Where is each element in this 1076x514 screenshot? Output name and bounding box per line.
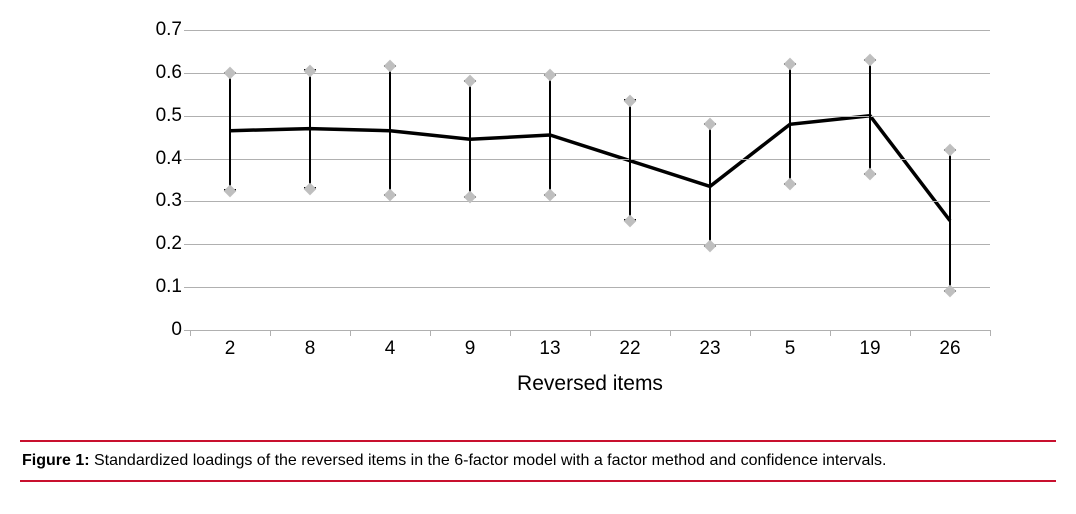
y-tick-label: 0.2 [156, 233, 182, 255]
error-bar [469, 81, 471, 197]
x-tick-mark [910, 330, 911, 336]
x-tick-mark [590, 330, 591, 336]
x-tick-label: 9 [465, 338, 476, 360]
figure-container: 00.10.20.30.40.50.60.7284913222351926 Re… [20, 20, 1056, 482]
y-tick-label: 0.1 [156, 276, 182, 298]
grid-line [190, 244, 990, 245]
x-tick-mark [750, 330, 751, 336]
error-bar [949, 150, 951, 291]
x-tick-label: 8 [305, 338, 316, 360]
grid-line [190, 287, 990, 288]
x-tick-mark [430, 330, 431, 336]
error-bar [629, 101, 631, 221]
x-tick-label: 22 [619, 338, 640, 360]
chart-area: 00.10.20.30.40.50.60.7284913222351926 Re… [120, 20, 1020, 400]
y-tick-label: 0.3 [156, 190, 182, 212]
y-tick-mark [184, 244, 190, 245]
y-tick-mark [184, 116, 190, 117]
x-tick-label: 26 [939, 338, 960, 360]
x-tick-label: 4 [385, 338, 396, 360]
x-tick-mark [350, 330, 351, 336]
grid-line [190, 30, 990, 31]
y-tick-mark [184, 287, 190, 288]
x-tick-mark [670, 330, 671, 336]
x-axis-title: Reversed items [517, 372, 663, 396]
error-bar [229, 73, 231, 191]
y-tick-label: 0.5 [156, 105, 182, 127]
x-tick-label: 23 [699, 338, 720, 360]
x-tick-mark [510, 330, 511, 336]
x-tick-label: 19 [859, 338, 880, 360]
y-tick-label: 0.4 [156, 148, 182, 170]
error-bar [309, 71, 311, 189]
error-bar [389, 66, 391, 195]
y-tick-mark [184, 30, 190, 31]
grid-line [190, 201, 990, 202]
y-tick-mark [184, 159, 190, 160]
error-bar [709, 124, 711, 246]
x-tick-label: 13 [539, 338, 560, 360]
x-tick-label: 2 [225, 338, 236, 360]
x-tick-mark [990, 330, 991, 336]
caption-body: Standardized loadings of the reversed it… [90, 452, 887, 469]
y-tick-label: 0.6 [156, 62, 182, 84]
x-tick-label: 5 [785, 338, 796, 360]
x-tick-mark [830, 330, 831, 336]
y-tick-label: 0 [171, 319, 182, 341]
x-tick-mark [270, 330, 271, 336]
error-bar [549, 75, 551, 195]
error-bar [789, 64, 791, 184]
caption-text: Figure 1: Standardized loadings of the r… [22, 452, 1054, 470]
y-tick-label: 0.7 [156, 19, 182, 41]
caption-block: Figure 1: Standardized loadings of the r… [20, 440, 1056, 482]
plot-region: 00.10.20.30.40.50.60.7284913222351926 [190, 30, 990, 331]
y-tick-mark [184, 73, 190, 74]
x-tick-mark [190, 330, 191, 336]
caption-label: Figure 1: [22, 452, 90, 469]
y-tick-mark [184, 201, 190, 202]
error-bar [869, 60, 871, 174]
